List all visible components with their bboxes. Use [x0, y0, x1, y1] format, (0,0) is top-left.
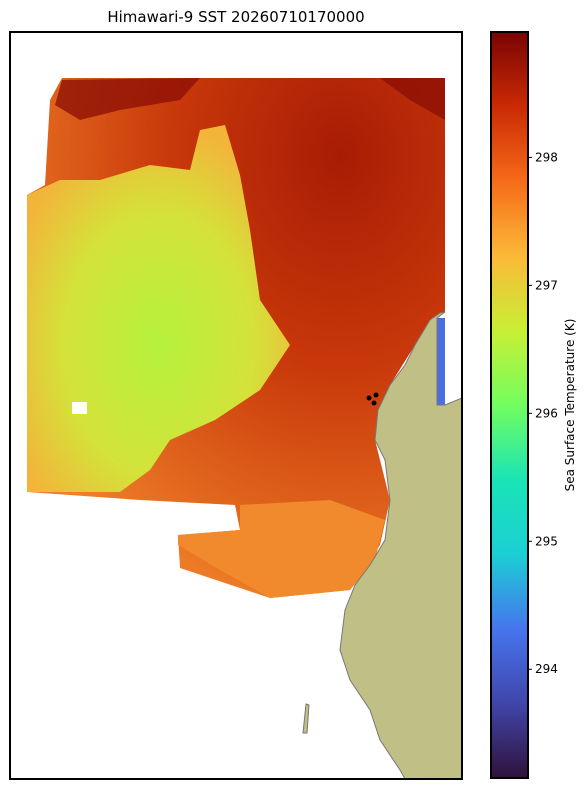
- colorbar: [490, 31, 529, 779]
- colorbar-tick-label: 298: [535, 150, 558, 164]
- island: [302, 703, 310, 734]
- colorbar-tick-label: 295: [535, 534, 558, 548]
- sst-south: [178, 500, 385, 598]
- sst-cold-patch: [437, 318, 445, 410]
- title: Himawari-9 SST 20260710170000: [107, 8, 364, 26]
- no-data: [72, 402, 87, 414]
- sst-cool: [27, 125, 290, 492]
- land: [339, 311, 462, 779]
- colorbar-tick-label: 297: [535, 278, 558, 292]
- map-area: [27, 78, 462, 779]
- island-dots: [366, 392, 379, 406]
- colorbar-label: Sea Surface Temperature (K): [563, 319, 577, 492]
- map-frame: [9, 31, 463, 780]
- colorbar-tick-label: 294: [535, 662, 558, 676]
- colorbar-tick-label: 296: [535, 406, 558, 420]
- sst-hot: [55, 78, 445, 120]
